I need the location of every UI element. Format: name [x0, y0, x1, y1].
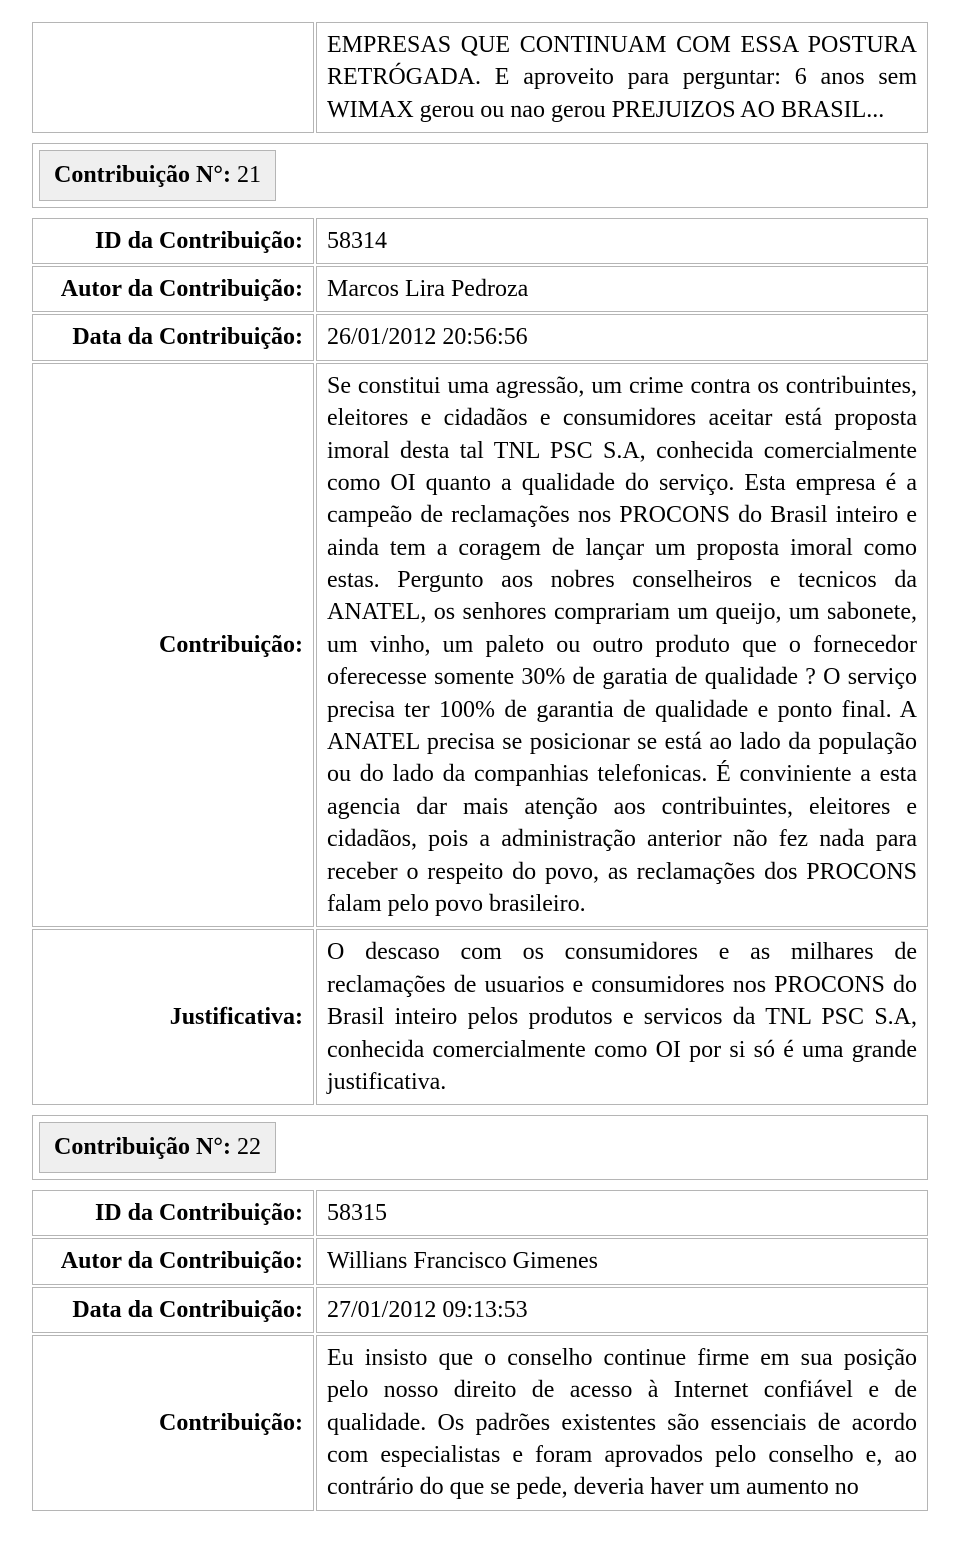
contribution-header-box: Contribuição N°: 21 [39, 150, 276, 200]
contribution-header-table: Contribuição N°: 22 [30, 1113, 930, 1181]
table-row: Autor da Contribuição: Marcos Lira Pedro… [32, 266, 928, 312]
row-value: Eu insisto que o conselho continue firme… [316, 1335, 928, 1511]
table-row: ID da Contribuição: 58314 [32, 218, 928, 264]
row-value: 27/01/2012 09:13:53 [316, 1287, 928, 1333]
contribution-header-box: Contribuição N°: 22 [39, 1122, 276, 1172]
row-value: 58315 [316, 1190, 928, 1236]
row-label: Autor da Contribuição: [32, 1238, 314, 1284]
table-row: Data da Contribuição: 26/01/2012 20:56:5… [32, 314, 928, 360]
fragment-empty-label [32, 22, 314, 133]
table-row: Contribuição: Se constitui uma agressão,… [32, 363, 928, 928]
row-label: ID da Contribuição: [32, 1190, 314, 1236]
row-value: O descaso com os consumidores e as milha… [316, 929, 928, 1105]
row-value: Se constitui uma agressão, um crime cont… [316, 363, 928, 928]
row-label: Data da Contribuição: [32, 314, 314, 360]
contribution-header-label: Contribuição N°: [54, 162, 231, 188]
document-page: EMPRESAS QUE CONTINUAM COM ESSA POSTURA … [0, 0, 960, 1539]
contribution-header-cell: Contribuição N°: 21 [32, 143, 928, 207]
row-label: ID da Contribuição: [32, 218, 314, 264]
contribution-header-number: 21 [237, 162, 261, 188]
fragment-text: EMPRESAS QUE CONTINUAM COM ESSA POSTURA … [316, 22, 928, 133]
row-value: Marcos Lira Pedroza [316, 266, 928, 312]
row-label: Justificativa: [32, 929, 314, 1105]
row-label: Autor da Contribuição: [32, 266, 314, 312]
row-value: Willians Francisco Gimenes [316, 1238, 928, 1284]
row-label: Contribuição: [32, 363, 314, 928]
contribution-table: ID da Contribuição: 58314 Autor da Contr… [30, 216, 930, 1108]
table-row: Justificativa: O descaso com os consumid… [32, 929, 928, 1105]
contribution-header-number: 22 [237, 1134, 261, 1160]
contribution-header-table: Contribuição N°: 21 [30, 141, 930, 209]
table-row: Data da Contribuição: 27/01/2012 09:13:5… [32, 1287, 928, 1333]
table-row: Contribuição: Eu insisto que o conselho … [32, 1335, 928, 1511]
row-value: 26/01/2012 20:56:56 [316, 314, 928, 360]
row-value: 58314 [316, 218, 928, 264]
fragment-table: EMPRESAS QUE CONTINUAM COM ESSA POSTURA … [30, 20, 930, 135]
table-row: Autor da Contribuição: Willians Francisc… [32, 1238, 928, 1284]
row-label: Contribuição: [32, 1335, 314, 1511]
contribution-header-cell: Contribuição N°: 22 [32, 1115, 928, 1179]
table-row: ID da Contribuição: 58315 [32, 1190, 928, 1236]
row-label: Data da Contribuição: [32, 1287, 314, 1333]
contribution-header-label: Contribuição N°: [54, 1134, 231, 1160]
contribution-table: ID da Contribuição: 58315 Autor da Contr… [30, 1188, 930, 1513]
fragment-row: EMPRESAS QUE CONTINUAM COM ESSA POSTURA … [32, 22, 928, 133]
